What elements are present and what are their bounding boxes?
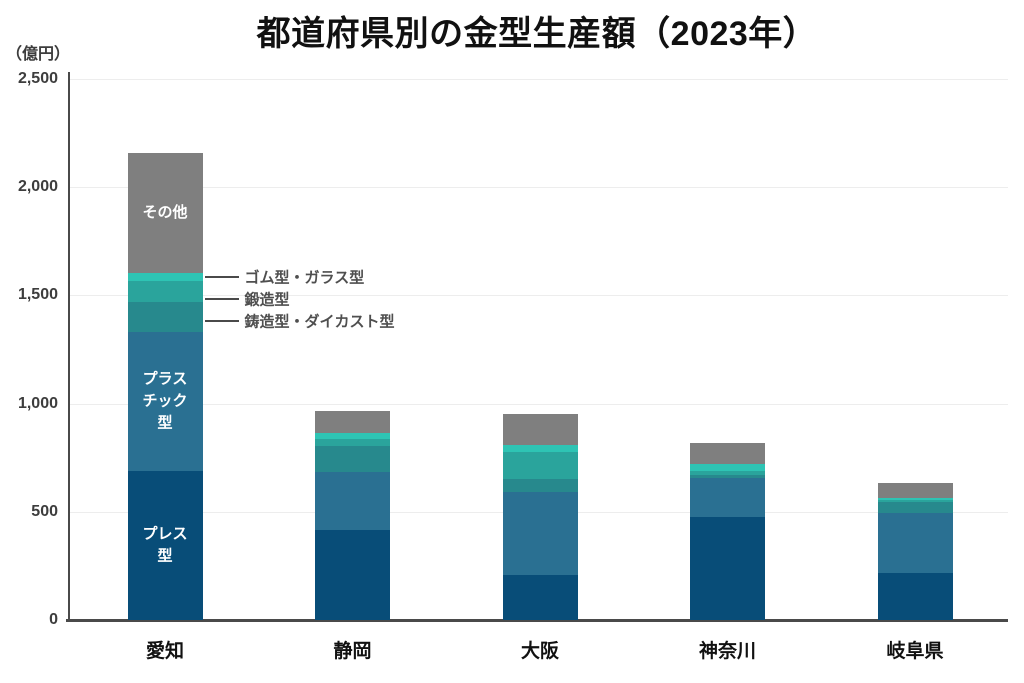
y-axis-tick-label: 1,000 bbox=[17, 394, 58, 412]
bar-segment-岐阜県-その他 bbox=[877, 482, 953, 498]
chart-title: 都道府県別の金型生産額（2023年） bbox=[256, 15, 818, 53]
bar-segment-静岡-その他 bbox=[315, 411, 390, 433]
y-axis-tick-label: 2,500 bbox=[17, 70, 58, 87]
gridline bbox=[70, 295, 1008, 297]
x-axis-label-愛知: 愛知 bbox=[145, 641, 185, 662]
annotation-label: 鋳造型・ダイカスト型 bbox=[244, 313, 395, 331]
in-bar-label-line: プレス bbox=[142, 525, 188, 543]
in-bar-label-line: 型 bbox=[157, 414, 173, 432]
x-axis-label-静岡: 静岡 bbox=[333, 641, 372, 662]
bar-segment-静岡-鍛造型 bbox=[315, 439, 390, 446]
in-bar-label: その他 bbox=[142, 202, 187, 224]
bar-segment-大阪-鋳造型・ダイカスト型 bbox=[502, 479, 578, 493]
bar-segment-神奈川-鍛造型 bbox=[690, 470, 765, 475]
bar-segment-岐阜県-鋳造型・ダイカスト型 bbox=[877, 502, 953, 513]
bar-segment-神奈川-鋳造型・ダイカスト型 bbox=[690, 475, 765, 479]
y-axis-tick-label: 500 bbox=[31, 502, 58, 520]
bar-segment-静岡-プラスチック型 bbox=[315, 471, 390, 531]
bar-segment-大阪-鍛造型 bbox=[502, 452, 578, 480]
bar-segment-静岡-鋳造型・ダイカスト型 bbox=[315, 445, 390, 472]
in-bar-label-line: プラス bbox=[142, 370, 188, 388]
in-bar-label: プラス チック型 bbox=[142, 369, 187, 434]
annotation-connector-line bbox=[204, 298, 239, 300]
y-axis-tick-label: 2,000 bbox=[17, 178, 58, 196]
bar-segment-愛知-プラスチック型 bbox=[127, 332, 203, 471]
annotation-connector-line bbox=[204, 276, 239, 278]
annotation-connector-line bbox=[204, 320, 239, 322]
gridline bbox=[70, 187, 1008, 189]
bar-segment-愛知-その他 bbox=[127, 152, 203, 273]
in-bar-label-line: チック bbox=[142, 392, 188, 410]
y-axis-tick-label: 1,500 bbox=[17, 286, 58, 304]
bar-segment-岐阜県-プラスチック型 bbox=[877, 512, 953, 574]
gridline bbox=[70, 79, 1008, 80]
in-bar-label-line: その他 bbox=[142, 203, 188, 221]
in-bar-label: プレス型 bbox=[142, 524, 187, 568]
bar-segment-静岡-ゴム型・ガラス型 bbox=[315, 432, 390, 440]
gridline bbox=[70, 403, 1008, 405]
bar-segment-神奈川-プレス型 bbox=[690, 517, 765, 620]
bar-segment-愛知-ゴム型・ガラス型 bbox=[127, 272, 203, 282]
y-axis-unit-label: （億円） bbox=[6, 46, 71, 63]
bar-segment-岐阜県-鍛造型 bbox=[877, 499, 953, 503]
x-axis-label-大阪: 大阪 bbox=[520, 641, 560, 662]
x-axis-line bbox=[66, 619, 1008, 622]
y-axis-tick-label: 0 bbox=[49, 611, 58, 628]
x-axis-label-神奈川: 神奈川 bbox=[698, 641, 757, 662]
bar-segment-愛知-鋳造型・ダイカスト型 bbox=[127, 301, 203, 333]
bar-segment-大阪-その他 bbox=[502, 414, 578, 445]
x-axis-label-岐阜県: 岐阜県 bbox=[886, 641, 944, 662]
bar-segment-神奈川-プラスチック型 bbox=[690, 478, 765, 518]
annotation-label: ゴム型・ガラス型 bbox=[244, 269, 365, 287]
bar-segment-大阪-ゴム型・ガラス型 bbox=[502, 444, 578, 453]
bar-segment-岐阜県-ゴム型・ガラス型 bbox=[877, 497, 953, 500]
y-axis-line bbox=[68, 72, 70, 621]
bar-segment-神奈川-その他 bbox=[690, 442, 765, 465]
bar-segment-大阪-プレス型 bbox=[502, 574, 578, 620]
bar-segment-岐阜県-プレス型 bbox=[877, 573, 953, 620]
bar-segment-神奈川-ゴム型・ガラス型 bbox=[690, 464, 765, 471]
bar-segment-大阪-プラスチック型 bbox=[502, 492, 578, 575]
bar-segment-静岡-プレス型 bbox=[315, 530, 390, 620]
bar-segment-愛知-プレス型 bbox=[127, 470, 203, 620]
in-bar-label-line: 型 bbox=[157, 547, 173, 565]
annotation-label: 鍛造型 bbox=[244, 291, 290, 309]
bar-segment-愛知-鍛造型 bbox=[127, 281, 203, 302]
